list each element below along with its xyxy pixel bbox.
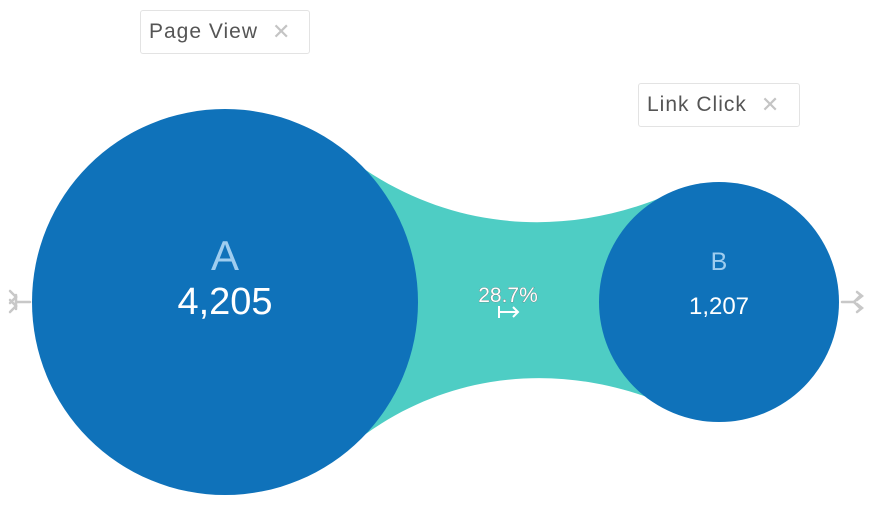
step-b-event-label: Link Click (647, 93, 747, 116)
step-a-letter: A (211, 232, 239, 279)
step-b-count: 1,207 (689, 293, 749, 320)
arrow-right-bar-icon[interactable] (498, 306, 520, 318)
conversion-percent: 28.7% (478, 284, 538, 307)
step-a-event-tag[interactable]: Page View ✕ (140, 10, 310, 54)
step-a-event-label: Page View (149, 20, 259, 43)
step-b-node[interactable] (599, 182, 839, 422)
close-icon[interactable]: ✕ (760, 92, 781, 117)
step-b-letter: B (711, 248, 728, 276)
close-icon[interactable]: ✕ (272, 19, 292, 44)
step-a-count: 4,205 (177, 281, 272, 323)
split-arrow-icon[interactable] (8, 289, 32, 314)
step-a-node[interactable] (32, 109, 418, 495)
split-arrow-icon[interactable] (840, 290, 865, 314)
flow-connector (345, 155, 665, 450)
step-b-event-tag[interactable]: Link Click ✕ (638, 83, 800, 127)
